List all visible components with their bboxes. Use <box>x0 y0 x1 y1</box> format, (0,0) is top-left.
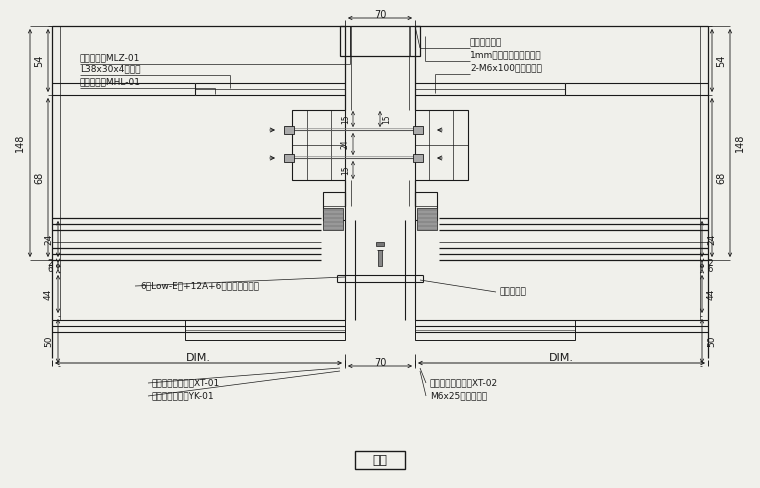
Text: 15: 15 <box>341 165 350 175</box>
Bar <box>323 208 343 230</box>
Text: 44: 44 <box>707 288 716 300</box>
Text: 2: 2 <box>47 259 53 267</box>
Text: 铝合金立柱MLZ-01: 铝合金立柱MLZ-01 <box>80 54 141 62</box>
Bar <box>415 110 468 180</box>
Text: 室外: 室外 <box>372 453 388 467</box>
Text: 50: 50 <box>44 335 53 347</box>
Bar <box>345 26 415 56</box>
Text: 24: 24 <box>707 233 716 244</box>
Bar <box>415 320 575 340</box>
Text: 6: 6 <box>48 264 53 273</box>
Bar <box>417 208 437 230</box>
Text: 铝合金横梢MHL-01: 铝合金横梢MHL-01 <box>80 78 141 86</box>
Text: 2: 2 <box>707 259 713 267</box>
Text: 2-M6x100不锈錘螺栋: 2-M6x100不锈錘螺栋 <box>470 63 542 73</box>
Text: 1mm氯丁腼尼庞庞庞庞片: 1mm氯丁腼尼庞庞庞庞片 <box>470 50 542 60</box>
Text: M6x25不锈錘螺栋: M6x25不锈錘螺栋 <box>430 391 487 401</box>
Text: 68: 68 <box>716 171 726 183</box>
Text: 铝合金室内扣件YK-01: 铝合金室内扣件YK-01 <box>152 391 214 401</box>
Bar <box>340 26 420 56</box>
Text: 54: 54 <box>716 54 726 67</box>
Text: 15: 15 <box>341 114 350 124</box>
Bar <box>284 126 294 134</box>
Text: DIM.: DIM. <box>186 353 211 363</box>
Text: 50: 50 <box>707 335 716 347</box>
Text: DIM.: DIM. <box>549 353 574 363</box>
Bar <box>378 250 382 266</box>
Text: 24: 24 <box>44 233 53 244</box>
Bar <box>292 110 345 180</box>
Text: 6（Low-E）+12A+6夫钓化中空玻璃: 6（Low-E）+12A+6夫钓化中空玻璃 <box>140 282 259 290</box>
Text: 148: 148 <box>15 134 25 152</box>
Text: 铝装饰扣度: 铝装饰扣度 <box>500 287 527 297</box>
Bar <box>185 320 345 340</box>
Text: 15: 15 <box>382 114 391 124</box>
Text: 70: 70 <box>374 358 386 368</box>
Bar <box>284 154 294 162</box>
Text: 三元乙丙胶条: 三元乙丙胶条 <box>470 39 502 47</box>
Text: 6: 6 <box>707 264 712 273</box>
Bar <box>413 154 423 162</box>
Text: L38x30x4铝角码: L38x30x4铝角码 <box>80 64 141 74</box>
Bar <box>355 451 405 469</box>
Text: 148: 148 <box>735 134 745 152</box>
Text: 24: 24 <box>341 139 350 149</box>
Text: 铝合金室内装饰板XT-01: 铝合金室内装饰板XT-01 <box>152 379 220 387</box>
Text: 44: 44 <box>44 288 53 300</box>
Text: 70: 70 <box>374 10 386 20</box>
Bar <box>413 126 423 134</box>
Bar <box>415 192 437 220</box>
Bar <box>323 192 345 220</box>
Text: 68: 68 <box>34 171 44 183</box>
Text: 54: 54 <box>34 54 44 67</box>
Text: 铝合金室外装饰板XT-02: 铝合金室外装饰板XT-02 <box>430 379 498 387</box>
Bar <box>376 242 384 246</box>
